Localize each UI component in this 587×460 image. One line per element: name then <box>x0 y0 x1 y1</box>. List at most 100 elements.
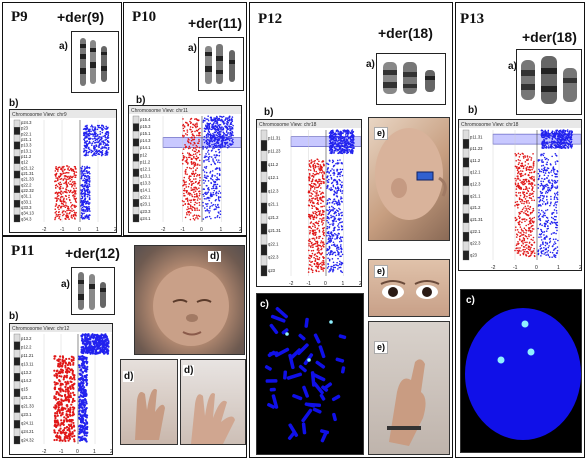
label-a-p12: a) <box>366 59 375 70</box>
band-label: p11.31 <box>268 135 281 140</box>
ideogram <box>132 115 140 223</box>
fish-interphase-image-p13 <box>460 289 582 453</box>
patient-id-p12: P12 <box>258 11 283 27</box>
axis-tick-label: -2 <box>42 227 47 233</box>
band-label: q21.2 <box>470 205 481 210</box>
band-label: q14.1 <box>140 188 151 193</box>
karyotype-p9: +der(9) <box>57 9 105 25</box>
cnv-plot-p13: Chromosome View: chr18 p11.31 p11.23 q11.2 q… <box>458 119 582 271</box>
band-label: q11.2 <box>268 162 279 167</box>
axis-tick-label: 1 <box>557 265 560 271</box>
band-label: p24.3 <box>21 120 32 125</box>
karyotype-p12: +der(18) <box>378 25 433 41</box>
cnv-plot-p11: Chromosome View: chr12 p13.2 p12.2 p11.21 q1… <box>9 323 113 455</box>
label-c-p12: c) <box>260 299 269 310</box>
band-label: q11.2 <box>470 158 481 163</box>
band-label: p15.4 <box>140 117 151 122</box>
chromosome-view-title: Chromosome View: chr9 <box>12 112 67 118</box>
axis-tick-label: 0 <box>76 449 79 455</box>
axis-tick-label: 2 <box>579 265 582 271</box>
band-label: q21.1 <box>470 193 481 198</box>
karyotype-image-p9 <box>71 31 119 93</box>
karyotype-image-p10 <box>198 37 244 91</box>
axis-tick-label: 1 <box>220 227 223 233</box>
label-a-p9: a) <box>59 41 68 52</box>
patient-id-p13: P13 <box>460 11 485 27</box>
band-label: q22.1 <box>140 195 151 200</box>
band-label: p12 <box>140 152 148 157</box>
cnv-scatter: Chromosome View: chr18 p11.31 p11.23 q11.2 q… <box>257 120 361 287</box>
band-label: q21.31 <box>21 171 34 176</box>
fish-signal <box>285 332 289 336</box>
band-label: p14.1 <box>140 145 151 150</box>
axis-tick-label: -2 <box>289 281 294 287</box>
patient-face-photo-p11 <box>134 245 245 355</box>
label-d2-p11: d) <box>123 371 135 382</box>
band-label: q21.31 <box>268 228 281 233</box>
hand-illustration <box>191 392 235 444</box>
band-label: q24.32 <box>21 437 34 442</box>
band-label: p13.2 <box>21 336 32 341</box>
band-label: p11.2 <box>140 159 151 164</box>
axis-tick-label: 0 <box>78 227 81 233</box>
band-label: q12.3 <box>470 182 481 187</box>
face-illustration <box>375 128 447 220</box>
label-d3-p11: d) <box>183 365 195 376</box>
ideogram <box>13 333 21 445</box>
band-label: q13.11 <box>21 361 34 366</box>
label-b-p11: b) <box>9 311 19 322</box>
band-label: q24.11 <box>21 421 34 426</box>
patient-id-p10: P10 <box>132 9 157 25</box>
cnv-plot-p9: Chromosome View: chr9 p24.3 p23 p22.1 p21.1 p… <box>9 109 117 233</box>
panel-p10: P10 +der(11) a) b) Chromosome View: chr1… <box>123 2 247 236</box>
panel-p12: P12 +der(18) a) b) Chromosome View: chr1… <box>249 2 453 458</box>
foot-illustration <box>387 359 426 446</box>
patient-id-p9: P9 <box>11 9 28 25</box>
axis-tick-label: 2 <box>110 449 113 455</box>
ideogram <box>462 129 470 261</box>
karyotype-p13: +der(18) <box>522 29 577 45</box>
fish-signal <box>329 320 333 324</box>
patient-id-p11: P11 <box>11 243 35 259</box>
fish-signal <box>497 356 505 364</box>
axis-tick-label: -2 <box>161 227 166 233</box>
band-label: q22.3 <box>268 255 279 260</box>
axis-tick-label: 1 <box>96 227 99 233</box>
chromosome-image <box>78 272 106 310</box>
axis-tick-label: 0 <box>535 265 538 271</box>
chromosome-image <box>205 44 235 84</box>
band-label: q15 <box>21 387 29 392</box>
band-label: q23.1 <box>140 202 151 207</box>
band-label: q24.1 <box>140 216 151 221</box>
band-label: p15.3 <box>140 124 151 129</box>
band-label: q22.1 <box>470 229 481 234</box>
chromosome-view-title: Chromosome View: chr11 <box>131 108 188 114</box>
cnv-plot-p10: Chromosome View: chr11 p15.4 p15.3 p15.1 p14… <box>128 105 242 233</box>
band-label: q34.3 <box>21 216 32 221</box>
axis-tick-label: -2 <box>491 265 496 271</box>
band-label: p13.3 <box>21 143 32 148</box>
cnv-plot-p12: Chromosome View: chr18 p11.31 p11.23 q11.2 q… <box>256 119 362 287</box>
label-d1-p11: d) <box>208 251 222 262</box>
axis-tick-label: 2 <box>114 227 117 233</box>
chromosome-view-title: Chromosome View: chr18 <box>461 122 519 128</box>
band-label: q34.13 <box>21 211 34 216</box>
axis-tick-label: -1 <box>307 281 312 287</box>
axis-tick-label: 1 <box>93 449 96 455</box>
chromosome-image <box>383 62 435 94</box>
label-e1-p12: e) <box>374 127 389 140</box>
band-label: q12 <box>21 160 29 165</box>
band-label: q21.1 <box>268 202 279 207</box>
band-label: q24.21 <box>21 429 34 434</box>
band-label: q33.3 <box>21 205 32 210</box>
label-b-p9: b) <box>9 98 19 109</box>
band-label: q23 <box>470 252 478 257</box>
band-label: p11.2 <box>21 154 32 159</box>
band-label: p21.1 <box>21 137 32 142</box>
fish-signal <box>527 348 535 356</box>
chromosome-image <box>521 56 577 104</box>
label-b-p10: b) <box>136 95 146 106</box>
cnv-scatter: Chromosome View: chr18 p11.31 p11.23 q11.2 q… <box>459 120 582 271</box>
cnv-data-points <box>53 333 110 443</box>
fish-signal <box>307 358 311 362</box>
